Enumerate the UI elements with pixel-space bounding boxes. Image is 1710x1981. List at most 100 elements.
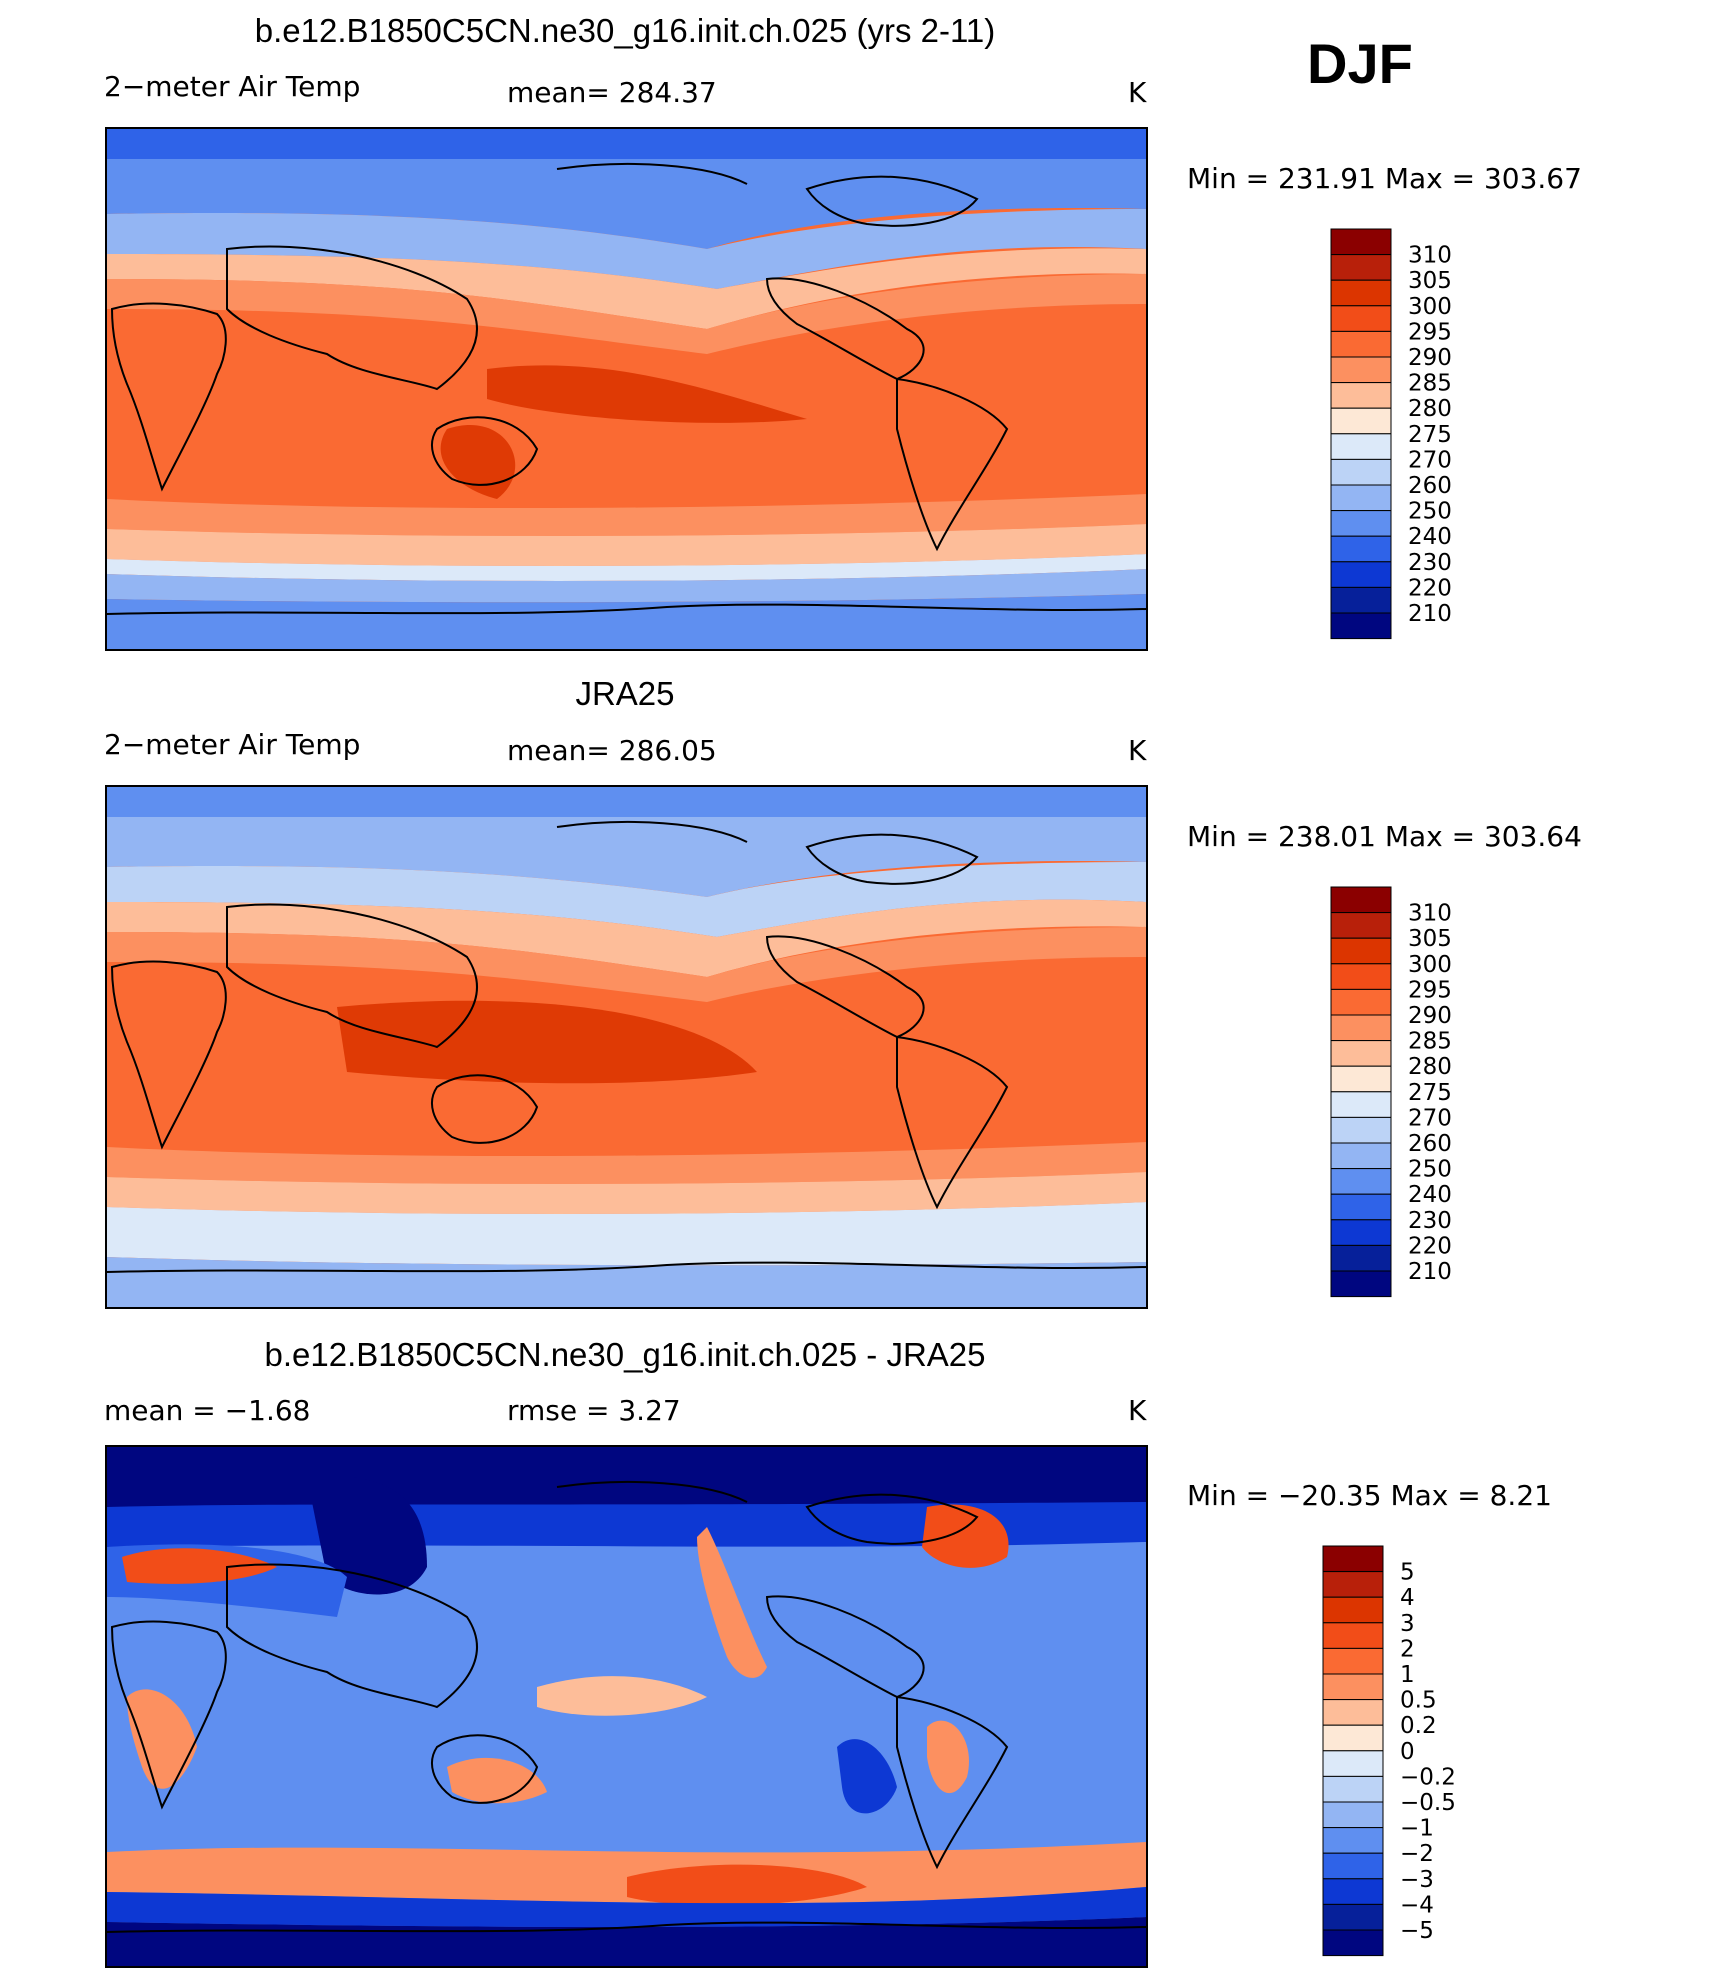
colorbar-swatch <box>1322 1699 1384 1726</box>
colorbar-diff: 5 4 3 2 1 0.5 0.2 0 −0.2 −0.5 −1 −2 −3 −4 −5 <box>1322 1545 1492 1963</box>
colorbar-tick-label: 285 <box>1408 1029 1452 1055</box>
colorbar-swatch <box>1322 1775 1384 1803</box>
colorbar-swatch <box>1330 484 1392 512</box>
colorbar-swatch <box>1330 1116 1392 1144</box>
colorbar-tick-label: 210 <box>1408 1259 1452 1285</box>
colorbar-swatch <box>1330 254 1392 281</box>
colorbar-swatch <box>1330 458 1392 486</box>
colorbar-swatch <box>1322 1622 1384 1649</box>
map-obs-2m-air-temp <box>105 785 1148 1309</box>
colorbar-tick-label: 260 <box>1408 473 1452 499</box>
colorbar-swatch <box>1330 1142 1392 1170</box>
colorbar-swatch <box>1330 612 1392 640</box>
colorbar-tick-label: 0 <box>1400 1739 1415 1765</box>
colorbar-swatch <box>1330 228 1392 256</box>
units-label-model: K <box>1128 76 1147 109</box>
mean-label-diff: mean = −1.68 <box>104 1394 311 1427</box>
colorbar-swatch <box>1322 1801 1384 1829</box>
colorbar-swatch <box>1322 1647 1384 1675</box>
colorbar-swatch <box>1330 937 1392 965</box>
colorbar-tick-label: 220 <box>1408 1233 1452 1259</box>
colorbar-swatch <box>1330 1014 1392 1042</box>
colorbar-swatch <box>1330 279 1392 307</box>
colorbar-tick-label: 0.2 <box>1400 1713 1437 1739</box>
colorbar-tick-label: −3 <box>1400 1867 1434 1893</box>
colorbar-swatch <box>1330 1168 1392 1195</box>
colorbar-tick-label: 270 <box>1408 447 1452 473</box>
colorbar-swatch <box>1322 1929 1384 1957</box>
colorbar-swatch <box>1330 1244 1392 1272</box>
map-model-2m-air-temp <box>105 127 1148 651</box>
panel-title-model: b.e12.B1850C5CN.ne30_g16.init.ch.025 (yr… <box>254 12 996 49</box>
colorbar-tick-label: 230 <box>1408 1208 1452 1234</box>
colorbar-swatch <box>1322 1596 1384 1624</box>
colorbar-swatch <box>1330 356 1392 384</box>
colorbar-tick-label: 285 <box>1408 371 1452 397</box>
colorbar-tick-label: −1 <box>1400 1816 1434 1842</box>
minmax-label-diff: Min = −20.35 Max = 8.21 <box>1187 1479 1552 1512</box>
colorbar-swatch <box>1330 912 1392 939</box>
colorbar-swatch <box>1322 1750 1384 1777</box>
units-label-diff: K <box>1128 1394 1147 1427</box>
colorbar-tick-label: −4 <box>1400 1892 1434 1918</box>
mean-label-obs: mean= 286.05 <box>507 734 717 767</box>
colorbar-model-svg: 3103053002952902852802752702602502402302… <box>1330 228 1452 640</box>
colorbar-tick-label: 0.5 <box>1400 1688 1437 1714</box>
colorbar-tick-label: 1 <box>1400 1662 1415 1688</box>
colorbar-swatch <box>1330 561 1392 588</box>
colorbar-tick-label: −5 <box>1400 1918 1434 1944</box>
colorbar-swatch <box>1322 1903 1384 1931</box>
colorbar-tick-label: −0.2 <box>1400 1764 1456 1790</box>
colorbar-tick-label: 210 <box>1408 601 1452 627</box>
colorbar-tick-label: 280 <box>1408 396 1452 422</box>
panel-title-obs: JRA25 <box>575 675 675 712</box>
colorbar-tick-label: 290 <box>1408 345 1452 371</box>
colorbar-tick-label: 230 <box>1408 550 1452 576</box>
colorbar-tick-label: 5 <box>1400 1560 1415 1586</box>
colorbar-swatch <box>1330 330 1392 358</box>
colorbar-swatch <box>1330 305 1392 332</box>
variable-label-obs: 2−meter Air Temp <box>104 728 361 761</box>
colorbar-swatch <box>1330 988 1392 1016</box>
colorbar-swatch <box>1330 433 1392 460</box>
colorbar-tick-label: 3 <box>1400 1611 1415 1637</box>
colorbar-swatch <box>1330 510 1392 537</box>
colorbar-tick-label: 270 <box>1408 1105 1452 1131</box>
colorbar-swatch <box>1330 1040 1392 1067</box>
colorbar-swatch <box>1330 1091 1392 1118</box>
colorbar-swatch <box>1330 1065 1392 1093</box>
colorbar-tick-label: 300 <box>1408 952 1452 978</box>
colorbar-tick-label: 310 <box>1408 243 1452 269</box>
colorbar-tick-label: 300 <box>1408 294 1452 320</box>
colorbar-tick-label: 280 <box>1408 1054 1452 1080</box>
colorbar-tick-label: 275 <box>1408 1080 1452 1106</box>
colorbar-swatch <box>1322 1673 1384 1701</box>
colorbar-swatch <box>1322 1571 1384 1598</box>
colorbar-tick-label: −2 <box>1400 1841 1434 1867</box>
colorbar-swatch <box>1322 1724 1384 1752</box>
colorbar-obs: 310 305 300 295 290 285 280 275 270 260 250 240 230 2… <box>1330 886 1490 1304</box>
colorbar-tick-label: 295 <box>1408 977 1452 1003</box>
colorbar-swatch <box>1322 1545 1384 1573</box>
rmse-label-diff: rmse = 3.27 <box>507 1394 681 1427</box>
panel-title-diff: b.e12.B1850C5CN.ne30_g16.init.ch.025 - J… <box>264 1336 986 1373</box>
colorbar-tick-label: 295 <box>1408 319 1452 345</box>
mean-label-model: mean= 284.37 <box>507 76 717 109</box>
colorbar-swatch <box>1330 963 1392 990</box>
colorbar-swatch <box>1322 1852 1384 1880</box>
colorbar-tick-label: 4 <box>1400 1585 1415 1611</box>
colorbar-tick-label: 305 <box>1408 268 1452 294</box>
variable-label-model: 2−meter Air Temp <box>104 70 361 103</box>
colorbar-tick-label: 240 <box>1408 1182 1452 1208</box>
colorbar-swatch <box>1330 382 1392 409</box>
colorbar-tick-label: 220 <box>1408 575 1452 601</box>
season-label: DJF <box>1307 32 1413 95</box>
colorbar-tick-label: 240 <box>1408 524 1452 550</box>
colorbar-swatch <box>1322 1878 1384 1905</box>
map-difference-2m-air-temp <box>105 1445 1148 1968</box>
colorbar-tick-label: −0.5 <box>1400 1790 1456 1816</box>
colorbar-tick-label: 290 <box>1408 1003 1452 1029</box>
colorbar-tick-label: 310 <box>1408 901 1452 927</box>
minmax-label-model: Min = 231.91 Max = 303.67 <box>1187 162 1582 195</box>
